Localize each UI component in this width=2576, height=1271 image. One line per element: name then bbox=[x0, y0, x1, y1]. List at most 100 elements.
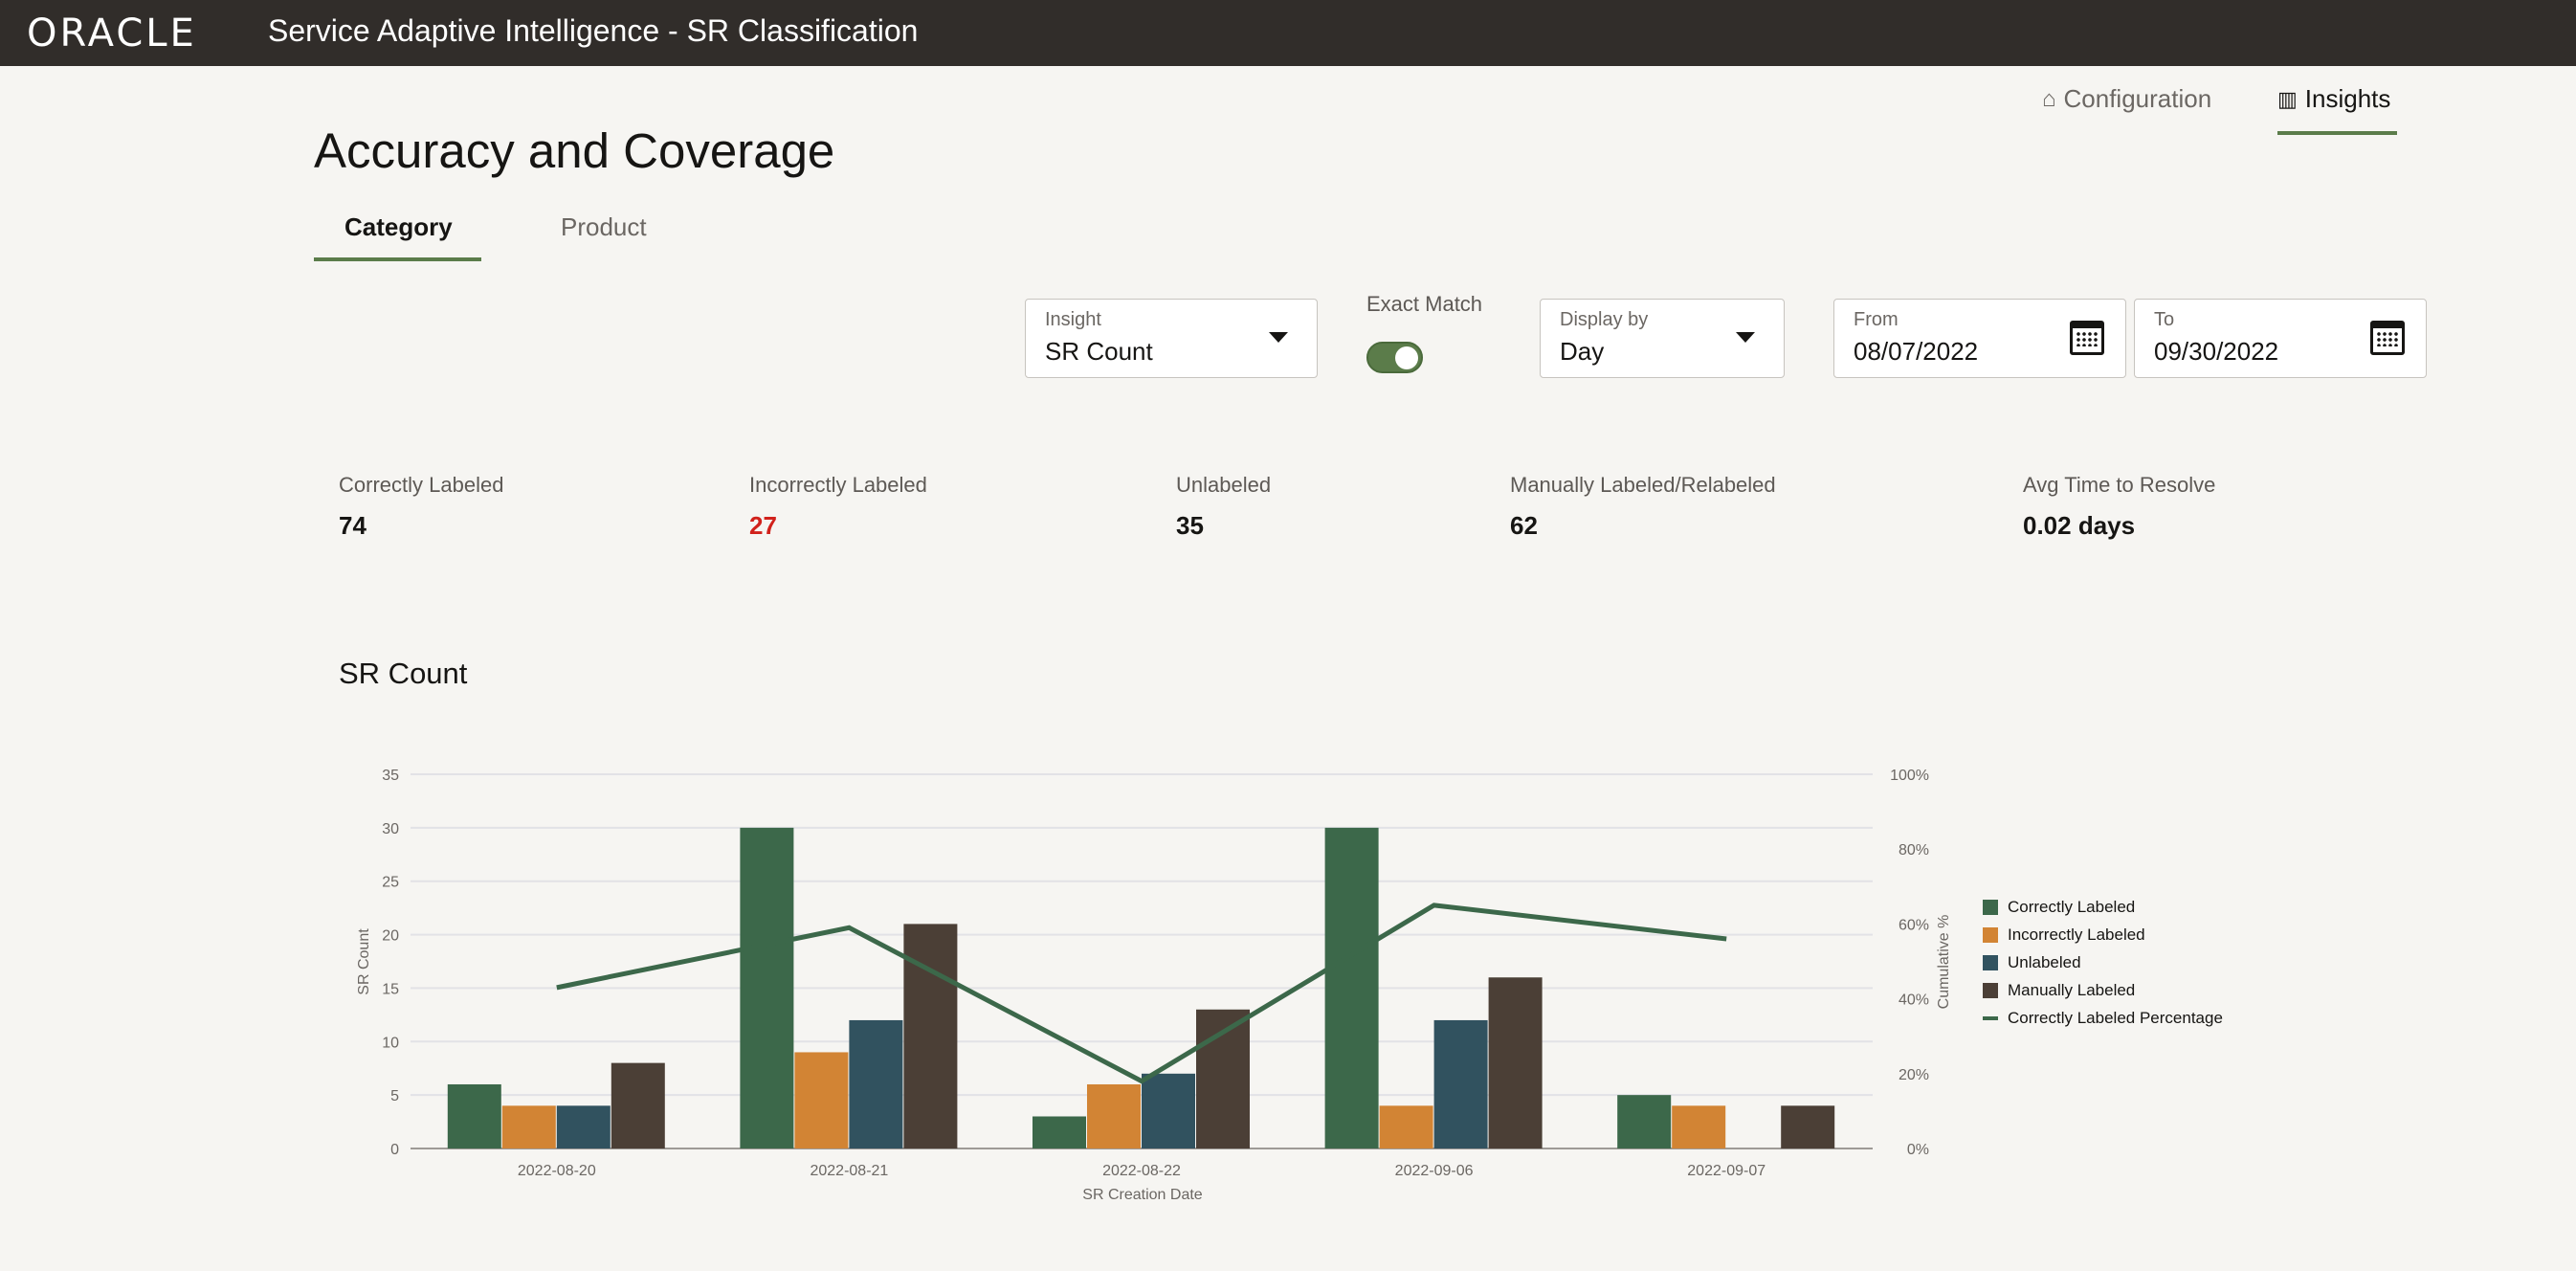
y-tick-label: 35 bbox=[382, 768, 399, 784]
y2-tick-label: 20% bbox=[1899, 1067, 1929, 1083]
bar-incorrectly-labeled bbox=[1087, 1083, 1141, 1148]
nav-insights-label: Insights bbox=[2304, 84, 2391, 113]
x-tick-label: 2022-08-22 bbox=[1102, 1163, 1181, 1179]
display-by-label: Display by bbox=[1560, 309, 1649, 330]
bar-correctly-labeled bbox=[1617, 1095, 1672, 1148]
legend-swatch bbox=[1983, 983, 1998, 998]
bar-correctly-labeled bbox=[447, 1083, 501, 1148]
kpi-label: Manually Labeled/Relabeled bbox=[1510, 473, 1776, 497]
x-tick-label: 2022-09-07 bbox=[1687, 1163, 1765, 1179]
y-tick-label: 5 bbox=[390, 1088, 399, 1104]
kpi-unlabeled: Unlabeled 35 bbox=[1176, 473, 1271, 541]
nav-active-underline bbox=[2277, 131, 2397, 135]
legend-item[interactable]: Correctly Labeled Percentage bbox=[1983, 1009, 2223, 1028]
to-label: To bbox=[2154, 309, 2175, 330]
bar-incorrectly-labeled bbox=[794, 1052, 849, 1148]
kpi-correctly-labeled: Correctly Labeled 74 bbox=[339, 473, 503, 541]
y2-tick-label: 80% bbox=[1899, 842, 1929, 858]
legend-item[interactable]: Manually Labeled bbox=[1983, 981, 2135, 1000]
bar-incorrectly-labeled bbox=[1379, 1105, 1433, 1148]
kpi-label: Correctly Labeled bbox=[339, 473, 504, 497]
chevron-down-icon bbox=[1269, 332, 1288, 343]
y2-tick-label: 100% bbox=[1890, 768, 1929, 784]
from-value: 08/07/2022 bbox=[1854, 337, 1979, 366]
legend-label: Correctly Labeled bbox=[2008, 898, 2136, 916]
kpi-label: Unlabeled bbox=[1176, 473, 1272, 497]
y-tick-label: 20 bbox=[382, 928, 399, 945]
nav-configuration[interactable]: ⌂ Configuration bbox=[2042, 84, 2211, 114]
bar-manually-labeled bbox=[903, 924, 958, 1148]
legend-label: Manually Labeled bbox=[2008, 981, 2136, 999]
kpi-incorrectly-labeled: Incorrectly Labeled 27 bbox=[749, 473, 927, 541]
legend-label: Unlabeled bbox=[2008, 953, 2081, 971]
bar-unlabeled bbox=[556, 1105, 611, 1148]
kpi-value: 35 bbox=[1176, 511, 1204, 540]
legend-swatch bbox=[1983, 927, 1998, 943]
kpi-avg-time: Avg Time to Resolve 0.02 days bbox=[2023, 473, 2215, 541]
display-by-value: Day bbox=[1560, 337, 1605, 366]
tab-product[interactable]: Product bbox=[561, 212, 647, 241]
y2-tick-label: 40% bbox=[1899, 992, 1929, 1009]
chevron-down-icon bbox=[1736, 332, 1755, 343]
legend-item[interactable]: Correctly Labeled bbox=[1983, 898, 2135, 917]
calendar-icon[interactable] bbox=[2070, 321, 2104, 355]
tab-category[interactable]: Category bbox=[344, 212, 453, 241]
bar-chart-icon: ▥ bbox=[2277, 86, 2298, 111]
to-date-field[interactable]: To 09/30/2022 bbox=[2134, 299, 2427, 378]
home-icon: ⌂ bbox=[2042, 85, 2056, 112]
nav-configuration-label: Configuration bbox=[2063, 84, 2212, 113]
y2-axis-title: Cumulative % bbox=[1936, 915, 1952, 1010]
kpi-value: 27 bbox=[749, 511, 777, 540]
insight-value: SR Count bbox=[1045, 337, 1153, 366]
bar-unlabeled bbox=[1142, 1073, 1195, 1148]
exact-match-toggle[interactable] bbox=[1366, 342, 1423, 373]
page-title: Accuracy and Coverage bbox=[314, 123, 835, 178]
kpi-value: 0.02 days bbox=[2023, 511, 2136, 540]
y2-tick-label: 0% bbox=[1907, 1142, 1929, 1158]
from-date-field[interactable]: From 08/07/2022 bbox=[1833, 299, 2126, 378]
x-axis-title: SR Creation Date bbox=[1082, 1187, 1202, 1203]
kpi-label: Incorrectly Labeled bbox=[749, 473, 927, 497]
y-axis-title: SR Count bbox=[356, 928, 372, 995]
legend-item[interactable]: Unlabeled bbox=[1983, 953, 2081, 972]
oracle-logo: ORACLE bbox=[27, 11, 197, 56]
legend-swatch bbox=[1983, 955, 1998, 970]
app-title: Service Adaptive Intelligence - SR Class… bbox=[268, 13, 919, 48]
legend-swatch bbox=[1983, 1016, 1998, 1020]
bar-manually-labeled bbox=[611, 1062, 665, 1148]
y-tick-label: 25 bbox=[382, 875, 399, 891]
y-tick-label: 10 bbox=[382, 1035, 399, 1051]
y2-tick-label: 60% bbox=[1899, 917, 1929, 933]
bar-unlabeled bbox=[849, 1019, 903, 1148]
bar-manually-labeled bbox=[1488, 977, 1543, 1148]
exact-match-label: Exact Match bbox=[1366, 292, 1483, 316]
kpi-value: 62 bbox=[1510, 511, 1538, 540]
legend-swatch bbox=[1983, 900, 1998, 915]
legend-label: Incorrectly Labeled bbox=[2008, 925, 2145, 944]
to-value: 09/30/2022 bbox=[2154, 337, 2279, 366]
nav-insights[interactable]: ▥ Insights bbox=[2277, 84, 2390, 114]
x-tick-label: 2022-08-20 bbox=[518, 1163, 596, 1179]
bar-correctly-labeled bbox=[740, 827, 794, 1148]
y-tick-label: 15 bbox=[382, 981, 399, 997]
y-tick-label: 30 bbox=[382, 821, 399, 837]
line-correctly-labeled-percentage bbox=[556, 903, 1727, 1084]
kpi-value: 74 bbox=[339, 511, 366, 540]
calendar-icon[interactable] bbox=[2370, 321, 2405, 355]
insight-select[interactable]: Insight SR Count bbox=[1025, 299, 1318, 378]
bar-correctly-labeled bbox=[1033, 1116, 1086, 1148]
app-header: ORACLE Service Adaptive Intelligence - S… bbox=[0, 0, 2576, 66]
bar-incorrectly-labeled bbox=[1672, 1105, 1726, 1148]
chart-title: SR Count bbox=[339, 657, 468, 690]
tab-active-underline bbox=[314, 257, 481, 261]
legend-item[interactable]: Incorrectly Labeled bbox=[1983, 925, 2145, 945]
insight-label: Insight bbox=[1045, 309, 1101, 330]
x-tick-label: 2022-08-21 bbox=[810, 1163, 888, 1179]
bar-unlabeled bbox=[1433, 1019, 1488, 1148]
x-tick-label: 2022-09-06 bbox=[1395, 1163, 1474, 1179]
display-by-select[interactable]: Display by Day bbox=[1540, 299, 1785, 378]
kpi-manually-labeled: Manually Labeled/Relabeled 62 bbox=[1510, 473, 1776, 541]
bar-manually-labeled bbox=[1781, 1105, 1835, 1148]
bar-incorrectly-labeled bbox=[501, 1105, 556, 1148]
